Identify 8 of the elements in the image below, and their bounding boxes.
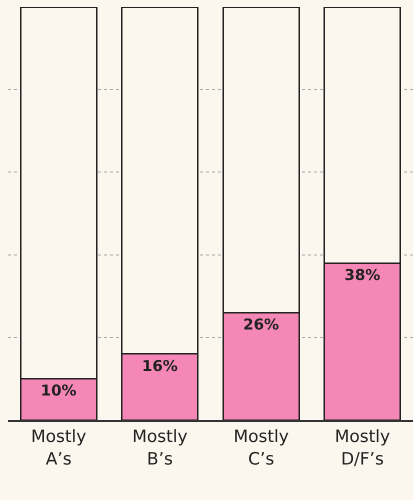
x-tick-label: Mostly C’s xyxy=(233,427,289,470)
x-tick-label: Mostly A’s xyxy=(30,427,86,470)
data-label: 10% xyxy=(40,382,77,400)
data-label: 38% xyxy=(344,266,380,284)
x-tick-label: Mostly B’s xyxy=(132,427,188,470)
x-tick-label: Mostly D/F’s xyxy=(334,427,390,470)
data-label: 16% xyxy=(142,356,178,375)
data-label: 26% xyxy=(243,316,280,334)
